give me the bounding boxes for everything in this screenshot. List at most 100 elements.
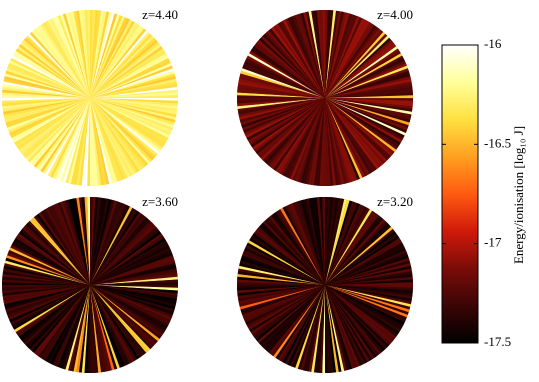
wedge [57,202,90,285]
panel-texture [1,10,179,186]
wedge [325,268,412,285]
wedge [3,98,90,115]
wedge [90,285,176,310]
wedge [246,285,325,328]
wedge [325,250,407,285]
wedge [239,285,325,310]
colorbar-tick-label: -17 [484,235,502,250]
wedge [257,226,325,285]
wedge [90,201,120,285]
wedge [243,62,325,98]
wedge [325,285,388,350]
wedge [29,31,90,98]
wedge [277,209,325,285]
wedge [2,285,90,297]
wedge [90,285,96,373]
wedge [90,98,176,123]
wedge [45,207,90,285]
wedge [325,285,407,321]
wedge [325,23,375,98]
wedge [284,285,325,365]
wedge [325,73,411,98]
wedge [40,98,90,173]
wedge [262,220,325,285]
wedge [90,86,178,98]
wedge [273,212,325,285]
wedge [264,98,325,165]
wedge [325,28,382,99]
wedge [325,50,401,98]
wedge [15,48,90,98]
wedge [90,98,151,165]
wedge [325,285,339,373]
wedge [45,98,90,176]
wedge [60,98,90,182]
wedge [8,285,91,320]
wedge [4,98,90,120]
wedge [264,285,325,352]
wedge [90,68,174,98]
wedge [325,285,411,310]
wedge [90,81,177,98]
wedge [90,55,169,98]
wedge [6,98,91,128]
wedge [35,285,90,357]
wedge [47,285,90,364]
wedge [325,98,392,159]
wedge [325,98,397,153]
wedge [49,98,90,178]
wedge [90,263,176,285]
wedge [325,19,368,98]
wedge [285,205,325,285]
panel-texture [237,10,413,186]
wedge [90,268,177,285]
wedge [90,285,173,318]
wedge [325,202,358,285]
wedge [65,199,90,285]
wedge [18,98,90,152]
wedge [243,285,325,320]
wedge [325,84,413,98]
wedge [33,285,90,355]
wedge [90,44,162,98]
wedge [90,98,115,184]
wedge [262,33,325,99]
wedge [250,48,325,98]
wedge [6,255,90,285]
wedge [325,98,377,171]
wedge [325,31,386,98]
wedge [90,250,172,285]
wedge [90,285,162,340]
wedge [325,285,411,308]
wedge [90,285,149,353]
wedge [325,89,413,98]
wedge [90,26,145,99]
wedge [90,285,169,328]
wedge [14,285,90,333]
wedge [325,12,350,99]
wedge [295,201,325,285]
wedge [249,285,325,333]
wedge [297,200,325,285]
wedge [29,218,90,285]
wedge [90,25,142,98]
wedge [5,285,90,313]
wedge [40,23,90,98]
wedge [325,86,413,98]
wedge [67,285,90,371]
wedge [305,198,325,285]
wedge [68,199,90,285]
wedge [258,98,325,159]
wedge [49,285,90,365]
wedge [258,285,325,346]
wedge [22,39,91,98]
wedge [90,217,149,285]
wedge [31,30,90,98]
wedge [325,271,413,285]
wedge [90,98,96,186]
wedge [4,262,91,285]
wedge [325,98,408,131]
wedge [325,46,398,98]
wedge [325,98,350,184]
panel-texture [1,197,179,373]
